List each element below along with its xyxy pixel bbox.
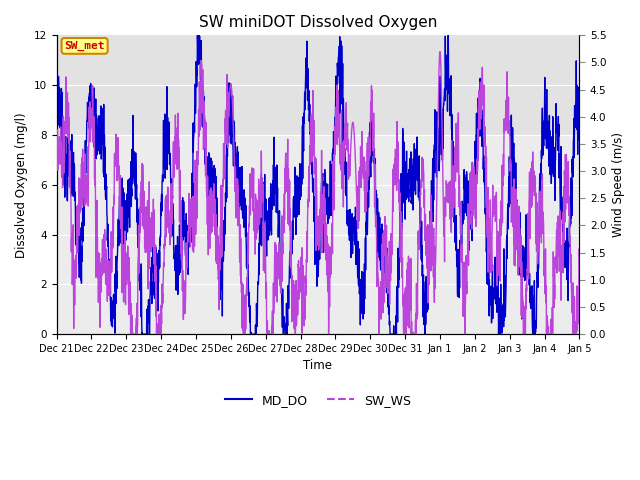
- Bar: [56, 36, 579, 135]
- Bar: [56, 135, 579, 334]
- Text: SW_met: SW_met: [65, 41, 105, 51]
- Y-axis label: Dissolved Oxygen (mg/l): Dissolved Oxygen (mg/l): [15, 112, 28, 258]
- X-axis label: Time: Time: [303, 360, 332, 372]
- Y-axis label: Wind Speed (m/s): Wind Speed (m/s): [612, 132, 625, 237]
- Title: SW miniDOT Dissolved Oxygen: SW miniDOT Dissolved Oxygen: [199, 15, 437, 30]
- Legend: MD_DO, SW_WS: MD_DO, SW_WS: [220, 389, 417, 411]
